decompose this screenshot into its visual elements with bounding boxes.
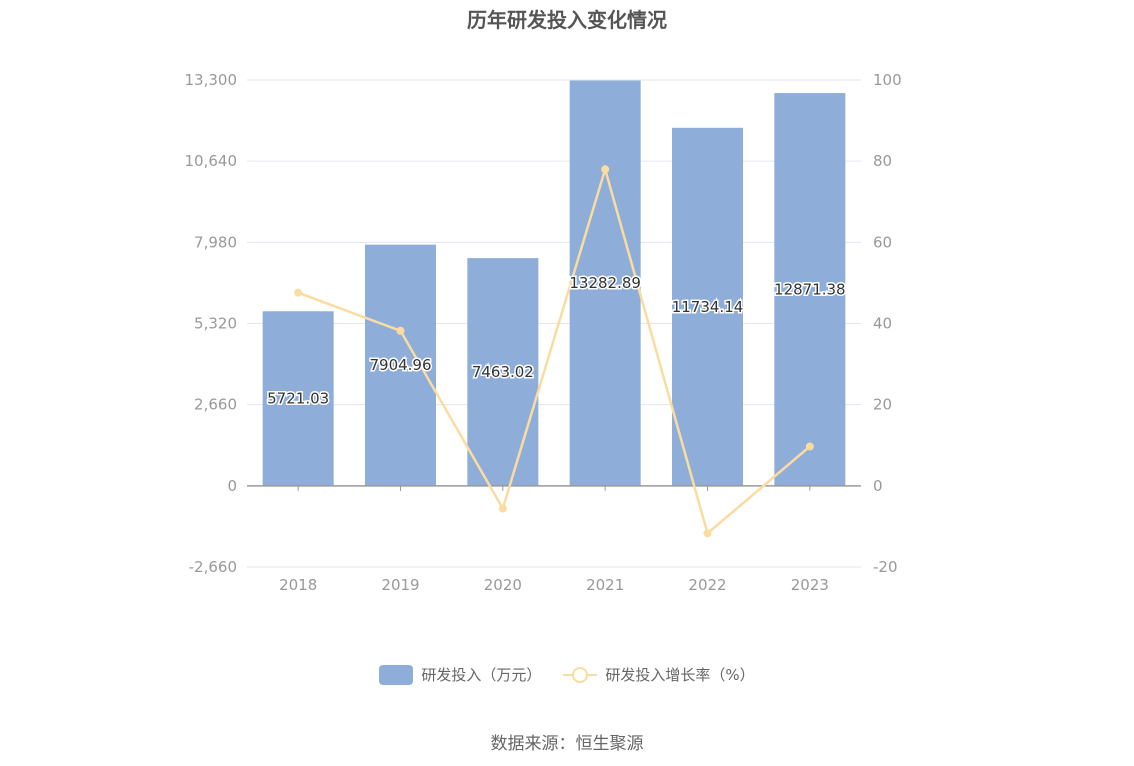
y-right-tick-label: 20 [873,396,892,414]
y-left-tick-label: 2,660 [194,396,237,414]
y-left-tick-label: 0 [227,477,237,495]
growth-rate-point [703,529,712,538]
chart-title: 历年研发投入变化情况 [467,8,667,32]
growth-rate-point [294,288,303,297]
growth-rate-point [601,165,610,174]
bar [365,244,436,486]
bar [569,80,641,486]
growth-rate-point [805,442,814,451]
legend-bar-swatch [379,664,414,685]
x-tick-label: 2022 [688,576,726,594]
y-right-tick-label: 80 [873,152,892,170]
growth-rate-point [498,504,507,513]
x-tick-label: 2023 [791,576,829,594]
x-tick-label: 2020 [484,576,522,594]
y-right-tick-label: -20 [873,558,898,576]
y-right-tick-label: 0 [873,477,883,495]
legend-item-rd-investment[interactable]: 研发投入（万元） [379,664,541,685]
bar-value-label: 7463.02 [472,363,534,381]
growth-rate-point [396,326,405,335]
x-tick-label: 2019 [381,576,419,594]
legend: 研发投入（万元） 研发投入增长率（%） [0,664,1134,685]
growth-rate-line-series [294,164,814,538]
bar [262,311,334,486]
bar-value-label: 13282.89 [569,274,641,292]
bar [467,258,539,486]
bar-value-label: 5721.03 [267,390,329,408]
x-axis [247,485,861,491]
legend-label-rd-investment: 研发投入（万元） [421,666,542,684]
bar [672,127,743,486]
y-right-tick-label: 60 [873,233,892,251]
growth-rate-line [297,164,811,536]
y-left-tick-label: 5,320 [194,315,237,333]
legend-item-growth-rate[interactable]: 研发投入增长率（%） [563,664,755,685]
grid-lines [247,79,861,568]
y-left-tick-label: -2,660 [189,558,237,576]
bar [774,93,846,486]
y-left-tick-label: 13,300 [185,71,238,89]
x-tick-label: 2018 [279,576,317,594]
y-left-tick-label: 10,640 [185,152,238,170]
legend-label-growth-rate: 研发投入增长率（%） [605,666,755,684]
y-left-tick-label: 7,980 [194,233,237,251]
y-right-tick-label: 100 [873,71,902,89]
y-right-tick-label: 40 [873,315,892,333]
bar-value-labels: 5721.03 7904.96 7463.02 13282.89 11734.14 128… [266,273,847,409]
x-tick-label: 2021 [586,576,624,594]
legend-line-swatch [563,665,598,685]
bar-value-label: 12871.38 [774,280,846,298]
bar-value-label: 7904.96 [369,356,431,374]
bar-value-label: 11734.14 [672,298,744,316]
bar-series [262,80,846,486]
data-source-note: 数据来源：恒生聚源 [490,734,644,754]
axis-tick-labels: -2,660 0 2,660 5,320 7,980 10,640 13,300 -20 0 20… [185,71,902,594]
